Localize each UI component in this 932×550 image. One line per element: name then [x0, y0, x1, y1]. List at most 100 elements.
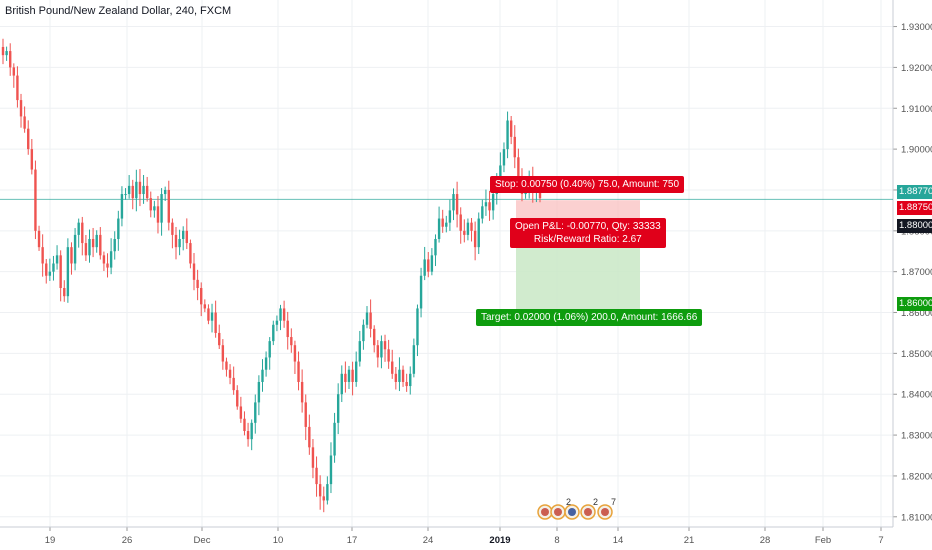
candle-body — [192, 263, 196, 280]
y-tick-label: 1.83000 — [901, 431, 932, 442]
candle-body — [41, 247, 44, 264]
candle-body — [250, 422, 253, 440]
candle-body — [243, 418, 246, 431]
event-flag-core — [601, 508, 609, 516]
candle-body — [236, 390, 239, 407]
candle-body — [488, 202, 491, 211]
candle-body — [135, 181, 138, 199]
candle-body — [466, 222, 470, 235]
event-count: 7 — [611, 497, 616, 507]
candle-body — [246, 430, 250, 440]
candle-body — [477, 218, 480, 248]
candle-body — [362, 324, 365, 342]
candle-body — [27, 128, 30, 150]
y-tick-label: 1.92000 — [901, 63, 932, 74]
candle-body — [218, 332, 221, 346]
candle-body — [470, 222, 473, 231]
candle-body — [347, 369, 351, 382]
current-price-tag: 1.88770 — [897, 185, 932, 199]
candle-body — [481, 206, 484, 219]
candle-body — [239, 406, 243, 419]
candle-body — [160, 194, 163, 223]
candle-body — [293, 345, 297, 362]
x-tick-label: 8 — [554, 535, 559, 546]
candle-body — [210, 312, 214, 321]
candle-body — [124, 194, 127, 196]
candle-body — [9, 51, 12, 68]
candle-body — [452, 194, 455, 211]
stop-label[interactable]: Stop: 0.00750 (0.40%) 75.0, Amount: 750 — [490, 176, 685, 193]
candle-body — [19, 100, 23, 117]
y-tick-label: 1.87000 — [901, 267, 932, 278]
candle-body — [272, 324, 275, 342]
pnl-label[interactable]: Open P&L: -0.00770, Qty: 33333 Risk/Rewa… — [510, 218, 666, 248]
x-tick-label: 10 — [273, 535, 284, 546]
x-tick-label: 17 — [347, 535, 358, 546]
candle-body — [225, 361, 228, 370]
x-tick-label: 24 — [423, 535, 434, 546]
x-tick-label: 21 — [684, 535, 695, 546]
event-count: 2 — [593, 497, 598, 507]
x-tick-label: 14 — [613, 535, 624, 546]
candle-body — [113, 238, 116, 252]
candle-body — [506, 120, 509, 150]
candle-body — [308, 426, 311, 448]
candle-body — [77, 222, 80, 235]
y-tick-label: 1.84000 — [901, 390, 932, 401]
entry-price-tag: 1.88000 — [897, 219, 932, 233]
candle-body — [55, 255, 59, 264]
candle-body — [200, 288, 203, 305]
candle-body — [70, 247, 73, 264]
candle-body — [441, 218, 444, 227]
candle-body — [455, 194, 459, 215]
candle-body — [84, 243, 88, 256]
candle-body — [333, 422, 336, 456]
candle-body — [373, 328, 376, 346]
candle-body — [16, 75, 19, 101]
open-pnl-text: Open P&L: -0.00770, Qty: 33333 — [515, 221, 661, 232]
candle-body — [264, 357, 268, 370]
risk-reward-text: Risk/Reward Ratio: 2.67 — [533, 234, 642, 245]
candle-body — [171, 222, 174, 235]
candle-body — [430, 255, 434, 272]
candle-body — [178, 238, 181, 248]
candle-body — [99, 234, 102, 256]
candle-body — [48, 271, 52, 276]
candle-body — [517, 157, 520, 178]
candle-body — [109, 251, 113, 268]
candle-body — [275, 320, 279, 325]
event-flag-core — [584, 508, 592, 516]
candle-body — [232, 377, 235, 391]
candle-body — [401, 369, 405, 382]
candle-body — [311, 447, 315, 468]
candle-body — [106, 263, 109, 268]
candle-body — [153, 206, 156, 211]
candle-body — [351, 369, 354, 382]
candle-body — [322, 496, 325, 501]
candle-body — [207, 308, 210, 321]
candle-body — [391, 361, 394, 374]
candle-body — [163, 189, 167, 195]
candle-body — [30, 149, 34, 170]
candle-body — [502, 149, 506, 166]
x-tick-label: 7 — [878, 535, 883, 546]
candle-body — [369, 312, 372, 329]
candle-body — [221, 345, 225, 362]
candle-body — [376, 345, 380, 358]
candle-body — [354, 361, 358, 382]
candle-body — [365, 312, 369, 325]
candle-body — [214, 312, 217, 333]
candle-body — [491, 194, 495, 211]
x-tick-label: Feb — [815, 535, 831, 546]
x-tick-label: 26 — [122, 535, 133, 546]
y-tick-label: 1.93000 — [901, 22, 932, 33]
candle-body — [286, 320, 289, 338]
candle-body — [315, 467, 318, 485]
candle-body — [419, 275, 423, 309]
target-label[interactable]: Target: 0.02000 (1.06%) 200.0, Amount: 1… — [476, 309, 703, 326]
candle-body — [117, 218, 120, 239]
candle-body — [63, 288, 66, 297]
x-tick-label: 2019 — [489, 535, 510, 546]
